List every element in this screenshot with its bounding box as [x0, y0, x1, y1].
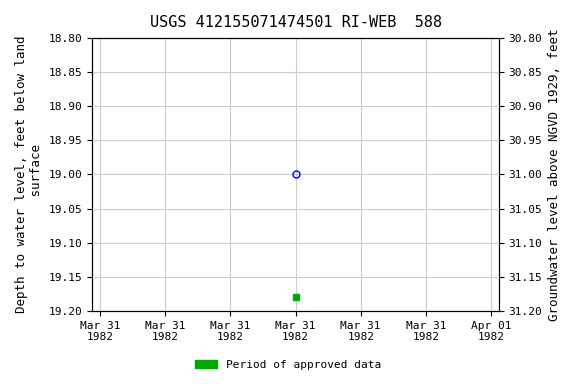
Y-axis label: Groundwater level above NGVD 1929, feet: Groundwater level above NGVD 1929, feet: [548, 28, 561, 321]
Y-axis label: Depth to water level, feet below land
 surface: Depth to water level, feet below land su…: [15, 36, 43, 313]
Legend: Period of approved data: Period of approved data: [191, 356, 385, 375]
Title: USGS 412155071474501 RI-WEB  588: USGS 412155071474501 RI-WEB 588: [150, 15, 441, 30]
